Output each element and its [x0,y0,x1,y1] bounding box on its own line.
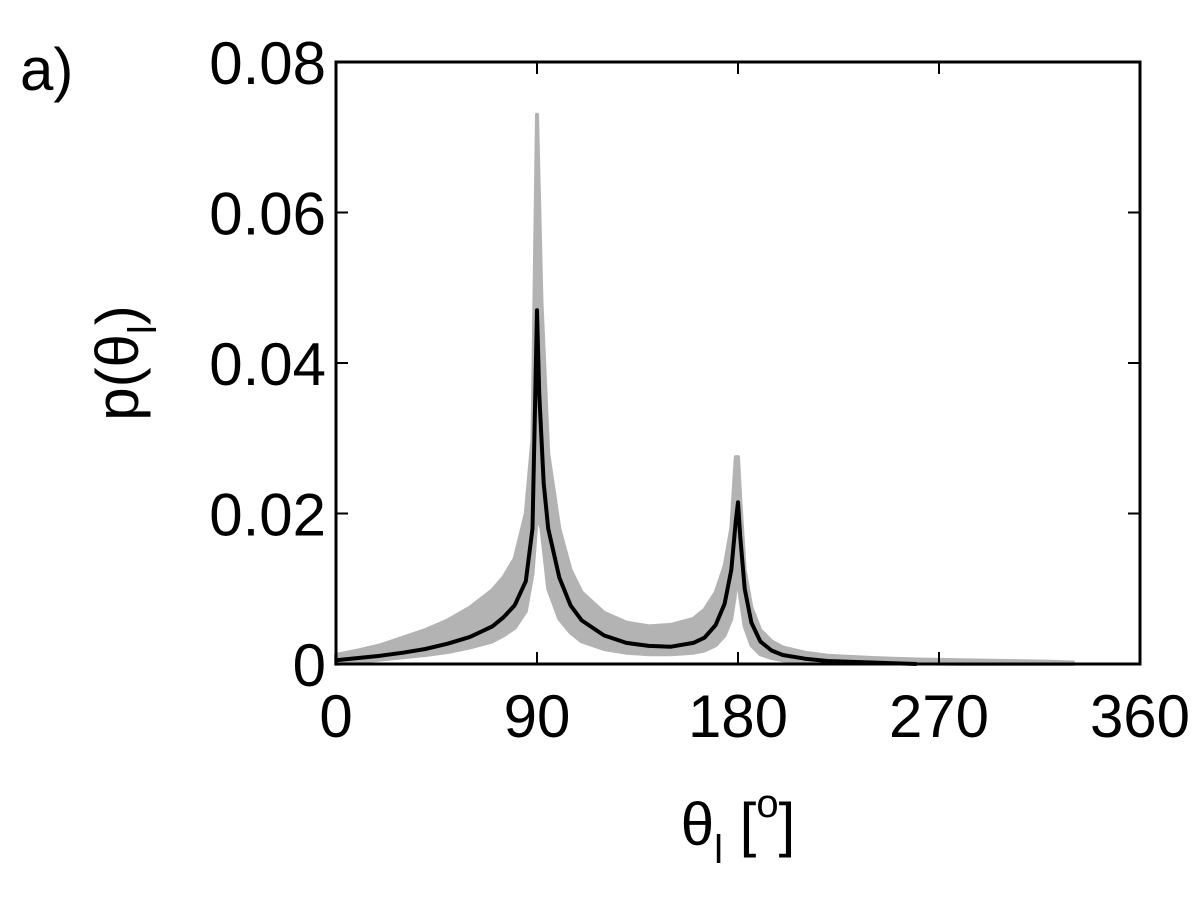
x-tick-label: 90 [504,683,571,750]
x-tick-label: 180 [688,683,788,750]
x-tick-label: 360 [1090,683,1190,750]
x-axis-label-close: ] [779,791,796,858]
x-axis-label: θl [o] [681,782,796,872]
series-0-band [334,112,1075,666]
panel-label: a) [20,36,73,103]
y-tick-label: 0 [293,632,326,699]
y-axis-label: p(θl) [84,305,165,421]
y-axis: 0 0.02 0.04 0.06 0.08 [209,30,1140,699]
series-1-line [335,308,917,666]
y-tick-label: 0.08 [209,30,326,97]
x-axis-label-sup: o [756,782,778,826]
x-tick-label: 270 [889,683,989,750]
y-axis-label-prefix: p(θ [84,334,151,421]
y-tick-label: 0.06 [209,181,326,248]
x-axis: 0 90 180 270 360 [319,62,1190,750]
x-axis-label-symbol: θ [681,791,714,858]
x-axis-label-open: [ [723,791,757,858]
y-axis-label-sub: l [121,325,165,334]
y-tick-label: 0.02 [209,482,326,549]
plot-area [334,112,1075,666]
y-tick-label: 0.04 [209,331,326,398]
x-tick-label: 0 [319,683,352,750]
y-axis-label-suffix: ) [84,305,151,325]
x-axis-label-sub: l [714,828,723,872]
